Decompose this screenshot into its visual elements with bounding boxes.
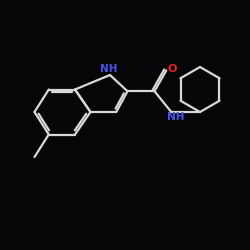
Text: NH: NH <box>168 112 185 122</box>
Text: NH: NH <box>100 64 117 74</box>
Text: O: O <box>167 64 176 74</box>
